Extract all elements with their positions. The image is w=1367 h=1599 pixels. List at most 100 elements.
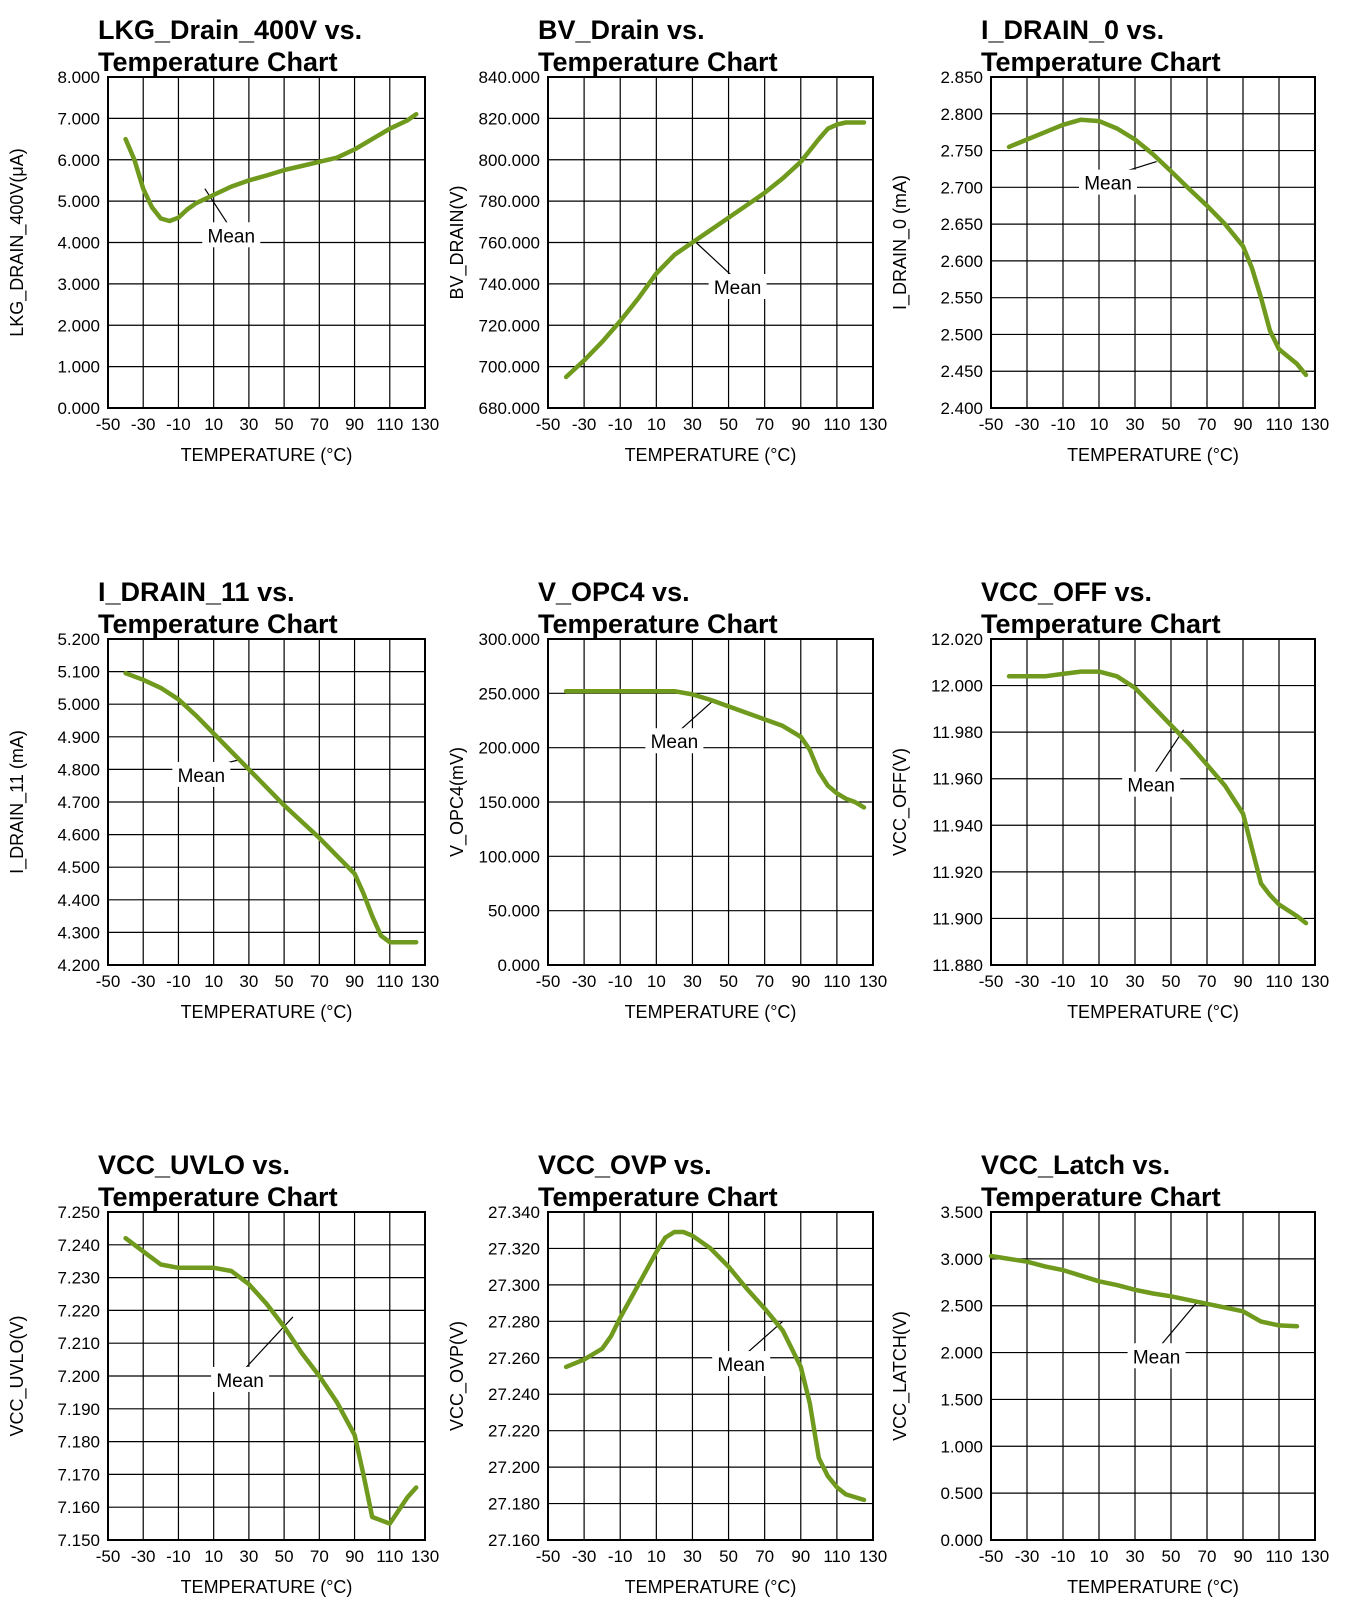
x-tick-label: -30	[131, 1547, 156, 1566]
y-tick-label: 7.200	[57, 1367, 100, 1386]
x-tick-label: 90	[791, 1547, 810, 1566]
plot-frame	[107, 1211, 426, 1541]
annotation-label-background	[202, 222, 261, 248]
x-axis-label: TEMPERATURE (°C)	[1067, 1002, 1239, 1022]
y-axis-label: I_DRAIN_11 (mA)	[7, 730, 28, 874]
y-tick-label: 27.160	[488, 1531, 540, 1550]
series-mean-line	[1006, 669, 1309, 926]
y-tick-label: 720.000	[479, 316, 540, 335]
series-mean-line	[563, 120, 867, 380]
x-tick-label: 30	[1126, 972, 1145, 991]
y-tick-label: 4.900	[57, 728, 100, 747]
y-tick-label: 11.960	[932, 770, 983, 789]
x-tick-label: 70	[755, 972, 774, 991]
chart-title-line: I_DRAIN_0 vs.	[981, 15, 1164, 45]
x-tick-label: 130	[1301, 415, 1329, 434]
annotation-mean-label: Mean	[1133, 1347, 1181, 1368]
plot-frame	[107, 638, 426, 966]
x-tick-label: -50	[96, 1547, 121, 1566]
chart-8: VCC_OVP vs.Temperature Chart -50 -30 -10 10 3…	[447, 1150, 887, 1597]
chart-1: LKG_Drain_400V vs.Temperature Chart -50 -3…	[7, 15, 439, 465]
x-tick-label: 50	[275, 415, 294, 434]
x-tick-label: -10	[1051, 415, 1076, 434]
x-tick-label: 90	[1234, 415, 1253, 434]
x-tick-label: 130	[859, 972, 887, 991]
y-tick-label: 2.700	[940, 178, 983, 197]
x-tick-label: -50	[536, 972, 561, 991]
annotation-label-background	[708, 274, 767, 300]
x-tick-label: -10	[1051, 972, 1076, 991]
y-tick-label: 4.500	[57, 858, 100, 877]
y-tick-label: 2.400	[940, 399, 983, 418]
x-tick-label: 70	[1198, 415, 1217, 434]
x-tick-label: 70	[755, 415, 774, 434]
x-tick-label: 50	[719, 415, 738, 434]
y-tick-label: 760.000	[479, 234, 540, 253]
y-tick-label: 5.000	[57, 192, 100, 211]
x-tick-label: 110	[1265, 972, 1292, 991]
y-tick-label: 700.000	[479, 358, 540, 377]
y-tick-label: 27.240	[488, 1385, 540, 1404]
annotation-label-background	[1079, 169, 1137, 195]
y-axis-label: VCC_OFF(V)	[890, 748, 911, 856]
y-tick-label: 7.240	[57, 1236, 100, 1255]
annotation-mean-label: Mean	[216, 1371, 264, 1392]
x-tick-label: -10	[1051, 1547, 1076, 1566]
x-tick-label: 90	[1234, 1547, 1253, 1566]
chart-title-line: Temperature Chart	[981, 609, 1221, 639]
x-tick-label: 130	[1301, 972, 1329, 991]
x-tick-label: 90	[1234, 972, 1253, 991]
x-tick-label: 10	[647, 415, 666, 434]
x-tick-label: -50	[979, 1547, 1004, 1566]
chart-title-line: Temperature Chart	[981, 1182, 1221, 1212]
chart-title-line: BV_Drain vs.	[538, 15, 705, 45]
y-tick-label: 12.000	[931, 677, 983, 696]
x-tick-label: 30	[1126, 1547, 1145, 1566]
x-tick-label: -30	[131, 972, 156, 991]
x-tick-label: 70	[1198, 1547, 1217, 1566]
series-mean-line	[123, 1235, 419, 1526]
y-tick-label: 4.600	[57, 826, 100, 845]
y-tick-label: 800.000	[479, 151, 540, 170]
x-axis-label: TEMPERATURE (°C)	[1067, 445, 1239, 465]
y-tick-label: 4.400	[57, 891, 100, 910]
chart-2: BV_Drain vs.Temperature Chart -50 -30 -10 10…	[447, 15, 887, 465]
y-tick-label: 0.500	[940, 1484, 983, 1503]
y-tick-label: 150.000	[479, 793, 540, 812]
y-tick-label: 100.000	[479, 847, 540, 866]
y-tick-label: 50.000	[488, 902, 540, 921]
chart-title-line: I_DRAIN_11 vs.	[98, 577, 295, 607]
x-tick-label: 90	[791, 972, 810, 991]
annotation-label-background	[645, 728, 704, 754]
chart-title-line: LKG_Drain_400V vs.	[98, 15, 362, 45]
chart-6: VCC_OFF vs.Temperature Chart -50 -30 -10 10 3…	[890, 577, 1329, 1022]
annotation-label-background	[1122, 771, 1181, 797]
chart-4: I_DRAIN_11 vs.Temperature Chart -50 -30 -10…	[7, 577, 439, 1022]
y-tick-label: 5.000	[57, 695, 100, 714]
y-tick-label: 4.200	[57, 956, 100, 975]
x-tick-label: -30	[1015, 1547, 1040, 1566]
y-tick-label: 2.500	[940, 325, 983, 344]
plot-frame	[547, 76, 874, 409]
x-tick-label: 50	[275, 1547, 294, 1566]
y-tick-label: 2.650	[940, 215, 983, 234]
x-tick-label: -50	[979, 972, 1004, 991]
x-tick-label: -50	[96, 415, 121, 434]
x-tick-label: 10	[204, 1547, 223, 1566]
y-tick-label: 0.000	[497, 956, 540, 975]
annotation-leader-line	[1156, 1300, 1199, 1351]
x-axis-label: TEMPERATURE (°C)	[1067, 1577, 1239, 1597]
annotation-leader-line	[1150, 729, 1185, 780]
y-tick-label: 1.000	[940, 1437, 983, 1456]
series-mean-line	[563, 1229, 867, 1503]
x-tick-label: -50	[96, 972, 121, 991]
x-tick-label: -10	[166, 972, 191, 991]
annotation-mean-label: Mean	[1084, 174, 1132, 195]
y-tick-label: 2.600	[940, 252, 983, 271]
y-tick-label: 4.300	[57, 923, 100, 942]
chart-title-line: Temperature Chart	[538, 609, 778, 639]
x-tick-label: -30	[131, 415, 156, 434]
y-tick-label: 250.000	[479, 684, 540, 703]
x-tick-label: 70	[310, 972, 329, 991]
